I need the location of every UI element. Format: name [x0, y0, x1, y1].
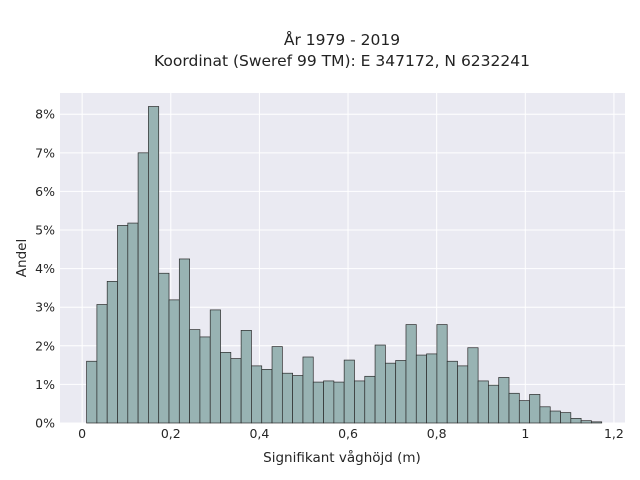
histogram-bar	[333, 381, 345, 424]
histogram-bar	[96, 304, 108, 424]
histogram-bar	[302, 356, 314, 424]
x-tick-label: 0,4	[249, 426, 269, 441]
x-tick-label: 0,8	[427, 426, 447, 441]
y-tick-label: 3%	[35, 300, 55, 315]
histogram-bars	[86, 106, 603, 424]
histogram-bar	[281, 372, 293, 424]
histogram-bar	[106, 281, 118, 424]
x-tick-label: 1,2	[604, 426, 624, 441]
histogram-bar	[374, 344, 386, 424]
histogram-bar	[364, 375, 376, 424]
histogram-bar	[529, 394, 541, 424]
x-axis-label: Signifikant våghöjd (m)	[263, 449, 421, 466]
y-tick-label: 6%	[35, 184, 55, 199]
histogram-bar	[508, 392, 520, 424]
histogram-bar	[271, 346, 283, 424]
histogram-bar	[549, 410, 561, 424]
y-tick-label: 2%	[35, 338, 55, 353]
histogram-bar	[405, 324, 417, 424]
histogram-bar	[292, 375, 304, 424]
histogram-bar	[415, 354, 427, 424]
y-tick-label: 8%	[35, 107, 55, 122]
histogram-bar	[446, 360, 458, 424]
histogram-bar	[467, 347, 479, 424]
histogram-bar	[385, 362, 397, 424]
histogram-bar	[127, 222, 139, 424]
x-tick-label: 0,2	[161, 426, 181, 441]
histogram-bar	[312, 381, 324, 424]
histogram-bar	[436, 324, 448, 424]
histogram-bar	[591, 421, 603, 424]
histogram-bar	[580, 420, 592, 424]
y-tick-label: 4%	[35, 261, 55, 276]
histogram-bar	[158, 272, 170, 424]
chart-title-line1: År 1979 - 2019	[284, 30, 400, 49]
histogram-bar	[488, 384, 500, 424]
histogram-bar	[426, 353, 438, 424]
histogram-bar	[137, 152, 149, 424]
histogram-bar	[323, 380, 335, 424]
y-axis-label: Andel	[14, 239, 30, 277]
histogram-bar	[261, 369, 273, 424]
histogram-bar	[189, 329, 201, 424]
y-tick-label: 1%	[35, 377, 55, 392]
histogram-bar	[539, 406, 551, 424]
histogram-bar	[178, 258, 190, 424]
histogram-bar	[570, 418, 582, 424]
histogram-bar	[148, 106, 160, 424]
x-tick-labels: 0 0,2 0,4 0,6 0,8 1 1,2	[78, 426, 624, 441]
histogram-bar	[477, 380, 489, 424]
x-tick-label: 1	[521, 426, 529, 441]
histogram-bar	[518, 400, 530, 424]
y-tick-labels: 0% 1% 2% 3% 4% 5% 6% 7% 8%	[35, 107, 55, 431]
histogram-bar	[240, 330, 252, 424]
histogram-bar	[395, 360, 407, 424]
x-tick-label: 0	[78, 426, 86, 441]
histogram-bar	[209, 309, 221, 424]
histogram-bar	[220, 352, 232, 424]
x-tick-label: 0,6	[338, 426, 358, 441]
histogram-bar	[560, 412, 572, 424]
histogram-bar	[354, 380, 366, 424]
histogram-bar	[199, 336, 211, 424]
y-tick-label: 7%	[35, 145, 55, 160]
y-tick-label: 5%	[35, 223, 55, 238]
chart-title-line2: Koordinat (Sweref 99 TM): E 347172, N 62…	[154, 52, 530, 70]
histogram-bar	[251, 365, 263, 424]
histogram-bar	[168, 299, 180, 424]
histogram-bar	[343, 359, 355, 424]
histogram-bar	[230, 358, 242, 424]
histogram-bar	[457, 365, 469, 424]
histogram-bar	[117, 225, 129, 424]
histogram-bar	[86, 360, 98, 424]
y-tick-label: 0%	[35, 416, 55, 431]
histogram-bar	[498, 377, 510, 424]
